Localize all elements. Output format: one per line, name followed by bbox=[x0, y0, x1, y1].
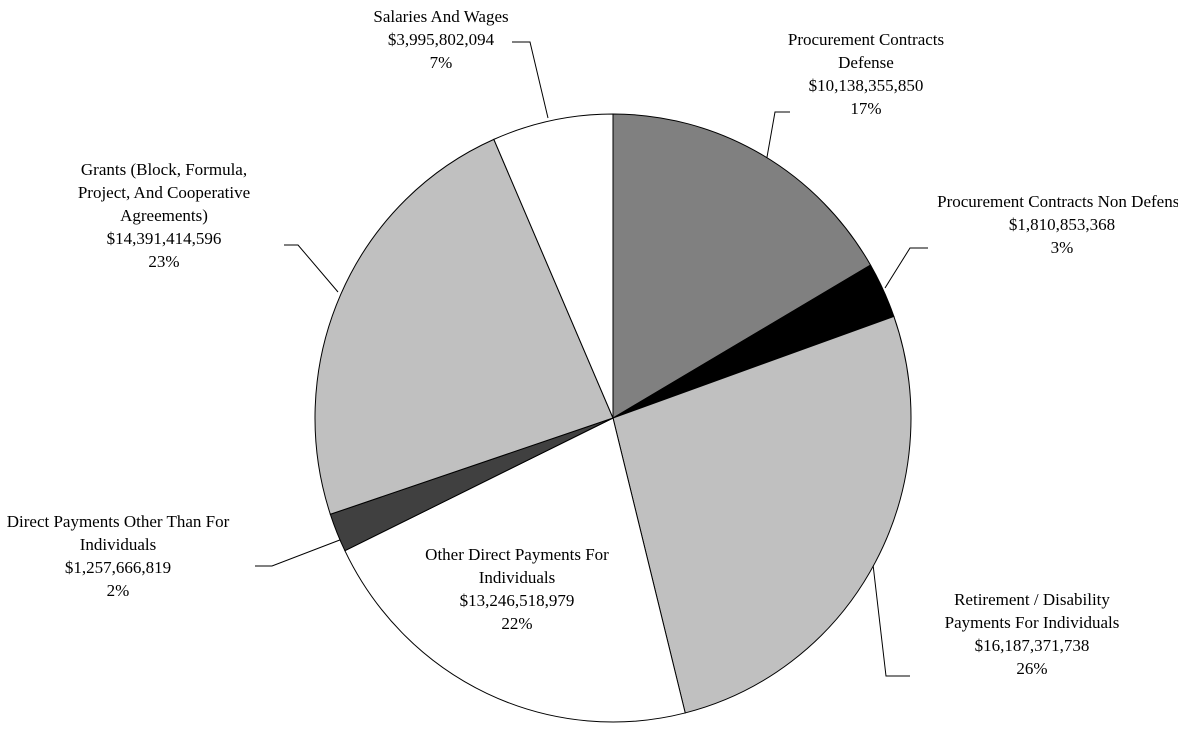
slice-value: $3,995,802,094 bbox=[387, 30, 495, 49]
slice-percent: 17% bbox=[850, 99, 882, 118]
pie-slice bbox=[344, 417, 686, 723]
slice-name: Procurement Contracts Defense bbox=[787, 30, 945, 72]
slice-value: $14,391,414,596 bbox=[106, 229, 222, 248]
slice-name: Retirement / Disability Payments For Ind… bbox=[944, 590, 1120, 632]
leader-line bbox=[884, 247, 928, 289]
slice-value: $1,257,666,819 bbox=[64, 558, 172, 577]
slice-percent: 22% bbox=[501, 614, 533, 633]
slice-value: $16,187,371,738 bbox=[974, 636, 1090, 655]
slice-name: Other Direct Payments For Individuals bbox=[425, 545, 609, 587]
slice-percent: 23% bbox=[148, 252, 180, 271]
slice-name: Procurement Contracts Non Defense bbox=[937, 192, 1178, 211]
slice-percent: 26% bbox=[1016, 659, 1048, 678]
pie-slice bbox=[314, 138, 614, 515]
slice-label: Procurement Contracts Defense $10,138,355… bbox=[781, 28, 951, 120]
slice-label: Grants (Block, Formula, Project, And Coo… bbox=[54, 158, 274, 273]
slice-label: Other Direct Payments For Individuals $13… bbox=[402, 543, 632, 635]
leader-line bbox=[284, 244, 339, 293]
slice-percent: 3% bbox=[1050, 238, 1074, 257]
slice-value: $10,138,355,850 bbox=[808, 76, 924, 95]
slice-name: Grants (Block, Formula, Project, And Coo… bbox=[77, 160, 251, 225]
slice-name: Salaries And Wages bbox=[373, 7, 509, 26]
pie-slice bbox=[612, 113, 872, 419]
slice-percent: 2% bbox=[106, 581, 130, 600]
slice-value: $13,246,518,979 bbox=[459, 591, 575, 610]
leader-line bbox=[512, 41, 549, 119]
slice-label: Salaries And Wages $3,995,802,094 7% bbox=[331, 5, 551, 74]
slice-name: Direct Payments Other Than For Individua… bbox=[6, 512, 230, 554]
slice-percent: 7% bbox=[429, 53, 453, 72]
slice-label: Retirement / Disability Payments For Ind… bbox=[922, 588, 1142, 680]
leader-line bbox=[255, 537, 346, 567]
slice-label: Procurement Contracts Non Defense $1,810,… bbox=[925, 190, 1178, 259]
pie-slice bbox=[612, 315, 912, 714]
pie-slice bbox=[493, 113, 614, 419]
slice-label: Direct Payments Other Than For Individua… bbox=[0, 510, 241, 602]
slice-value: $1,810,853,368 bbox=[1008, 215, 1116, 234]
